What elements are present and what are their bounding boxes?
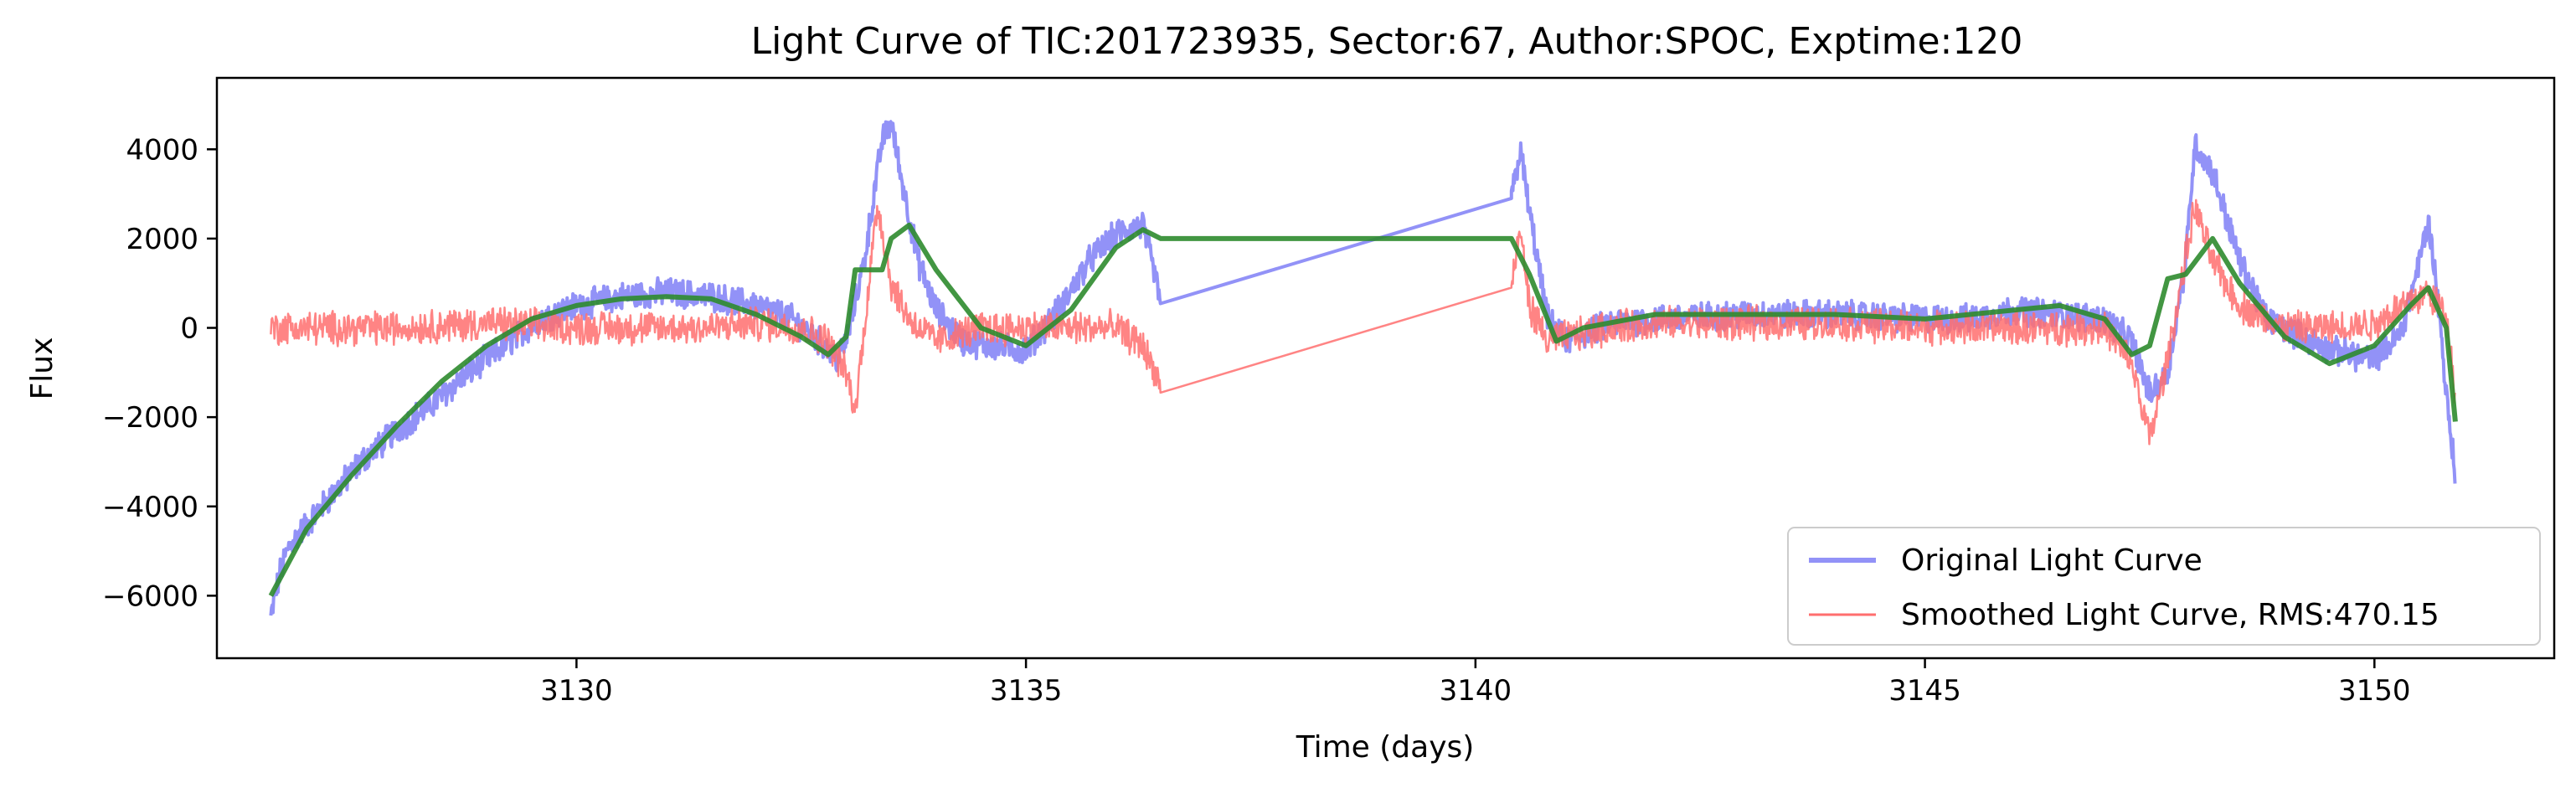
y-tick-label: 4000 [126,133,198,167]
x-axis: 3130 3135 3140 3145 3150 [540,658,2411,708]
legend-label-original: Original Light Curve [1901,543,2202,578]
x-axis-label: Time (days) [1296,730,1475,765]
x-tick-label: 3145 [1888,674,1961,708]
x-tick-label: 3130 [540,674,613,708]
series-trend-line [268,222,2458,597]
legend-box [1787,527,2541,646]
series-smoothed-line [270,198,2456,446]
x-tick-label: 3135 [990,674,1063,708]
y-axis-label: Flux [25,337,59,400]
legend-label-smoothed: Smoothed Light Curve, RMS:470.15 [1901,598,2439,632]
series-layer [268,120,2458,616]
legend: Original Light Curve Smoothed Light Curv… [1787,527,2541,646]
x-tick-label: 3150 [2338,674,2411,708]
chart-title: Light Curve of TIC:201723935, Sector:67,… [751,20,2023,63]
series-original-line [269,120,2457,616]
x-tick-label: 3140 [1440,674,1512,708]
y-tick-label: 2000 [126,223,198,256]
y-axis: −6000 −4000 −2000 0 2000 4000 [102,133,217,613]
y-tick-label: −4000 [102,491,198,524]
plot-frame [215,76,2556,660]
y-tick-label: −6000 [102,579,198,613]
y-tick-label: 0 [180,312,198,346]
y-tick-label: −2000 [102,401,198,435]
